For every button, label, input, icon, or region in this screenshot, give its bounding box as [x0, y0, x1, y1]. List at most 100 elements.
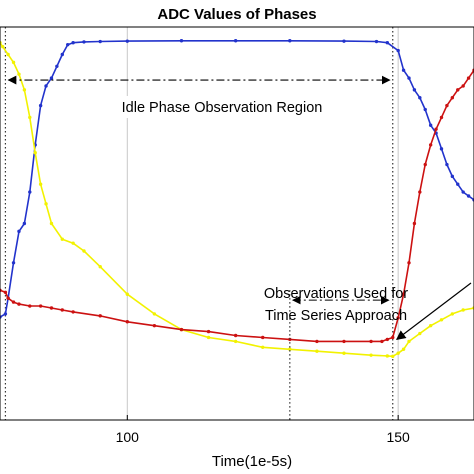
- x-tick-marks: [126, 415, 399, 420]
- series-1-point: [125, 39, 130, 43]
- series-2-point: [461, 308, 465, 312]
- series-3-point: [434, 127, 438, 131]
- series-1-point: [385, 41, 390, 45]
- series-2-point: [60, 237, 64, 241]
- transition-pointer-arrow: [395, 282, 472, 340]
- series-3-point: [11, 300, 16, 304]
- series-1-point: [55, 64, 59, 69]
- series-2-point: [369, 353, 373, 357]
- series-3-point: [423, 162, 427, 167]
- series-3-point: [385, 337, 390, 342]
- series-1-point: [17, 229, 21, 234]
- series-2-point: [11, 60, 16, 65]
- series-1-point: [22, 221, 27, 226]
- series-2-point: [261, 345, 265, 349]
- series-1-point: [423, 107, 427, 112]
- series-3-point: [125, 320, 130, 324]
- series-3-point: [391, 335, 395, 340]
- series-3-point: [60, 308, 64, 312]
- series-3-point: [233, 333, 238, 338]
- series-2-point: [401, 347, 406, 351]
- series-1-point: [439, 147, 444, 151]
- series-2-point: [450, 312, 455, 316]
- series-2-point: [82, 249, 86, 253]
- series-2-point: [125, 292, 130, 296]
- series-2-point: [439, 318, 444, 322]
- series-2-point: [385, 354, 390, 358]
- series-1: [0, 39, 474, 319]
- series-3-point: [456, 88, 460, 92]
- series-2-point: [44, 202, 48, 206]
- idle-region-label: Idle Phase Observation Region: [122, 100, 323, 116]
- series-1-point: [428, 123, 433, 127]
- series-2-point: [396, 351, 400, 355]
- plot-area: [0, 27, 474, 420]
- series-3-point: [38, 304, 43, 308]
- plot-frame: [0, 26, 474, 421]
- series-1-point: [28, 190, 32, 194]
- series-1-point: [82, 40, 86, 44]
- series-3-point: [28, 304, 32, 308]
- series-1-point: [288, 39, 292, 43]
- series-2-point: [288, 347, 292, 351]
- series-3-point: [401, 292, 406, 296]
- series-1-point: [179, 39, 184, 43]
- time-series-label-line2: Time Series Approach: [265, 308, 407, 324]
- series-3-point: [369, 339, 373, 344]
- series-3: [0, 68, 474, 344]
- series-3-point: [412, 221, 417, 226]
- series-1-point: [461, 190, 465, 194]
- time-series-label-line1: Observations Used for: [264, 286, 408, 302]
- series-1-point: [233, 39, 238, 43]
- series-2-point: [233, 339, 238, 344]
- series-2-point: [206, 335, 211, 340]
- series-3-point: [439, 115, 444, 120]
- series-2-point: [407, 339, 411, 344]
- series-2-point: [391, 354, 395, 359]
- series-3-point: [206, 329, 211, 334]
- series-2-point: [315, 349, 319, 353]
- series-1-point: [396, 48, 400, 53]
- series-2-point: [38, 182, 43, 186]
- series-3-point: [407, 261, 411, 265]
- series-1-point: [450, 174, 455, 179]
- series-2-point: [17, 72, 21, 76]
- series-3-point: [98, 314, 102, 318]
- series-1-point: [66, 42, 70, 47]
- series-2-point: [428, 323, 433, 328]
- series-1-point: [407, 76, 411, 80]
- series-1-point: [466, 194, 471, 198]
- series-1-point: [456, 182, 460, 186]
- series-2-point: [22, 88, 27, 92]
- idle-region-label-bg: [104, 96, 341, 118]
- series-2-point: [49, 221, 54, 226]
- series-3-point: [6, 296, 10, 300]
- series-1-point: [98, 39, 102, 44]
- series-3-point: [17, 302, 21, 306]
- series-1-point: [445, 162, 449, 167]
- series-2-point: [1, 44, 5, 49]
- series-3-point: [428, 143, 433, 147]
- x-axis-label: Time(1e-5s): [212, 453, 292, 470]
- series-2-point: [98, 265, 102, 269]
- series-1-point: [49, 76, 54, 80]
- series-3-point: [461, 84, 465, 88]
- series-1-point: [412, 88, 417, 92]
- series-1-point: [374, 39, 379, 44]
- series-layer: [0, 39, 474, 359]
- series-3-point: [342, 339, 346, 344]
- series-3-point: [49, 306, 54, 310]
- series-3-point: [261, 335, 265, 340]
- series-1-point: [3, 312, 8, 316]
- series-3-point: [396, 316, 400, 320]
- x-tick-label-150: 150: [386, 429, 410, 445]
- series-3-point: [466, 76, 471, 80]
- series-2-point: [71, 241, 75, 245]
- series-1-point: [342, 39, 346, 43]
- series-3-point: [3, 290, 8, 294]
- series-1-point: [38, 103, 43, 108]
- series-1-point: [11, 261, 16, 265]
- x-tick-label-100: 100: [116, 429, 140, 445]
- series-2-point: [28, 115, 32, 120]
